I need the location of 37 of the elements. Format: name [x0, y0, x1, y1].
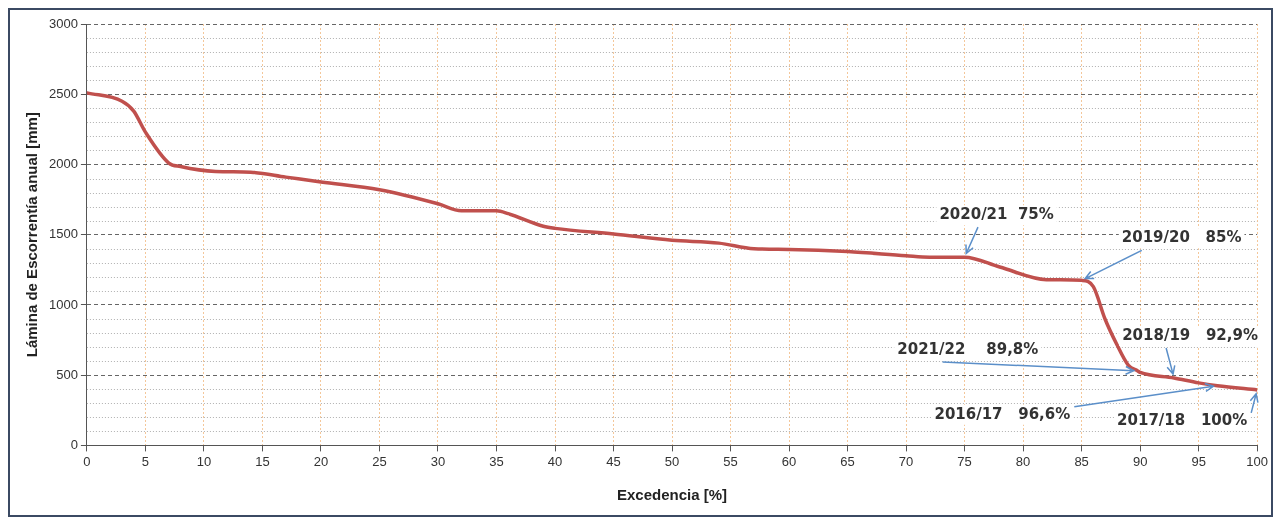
y-tick-label: 500 [56, 366, 78, 382]
y-tick-label: 1000 [49, 296, 78, 312]
y-tick-label: 1500 [49, 226, 78, 242]
y-axis-title: Lámina de Escorrentía anual [mm] [23, 112, 41, 358]
x-tick-label: 80 [1015, 453, 1031, 469]
x-tick-label: 85 [1074, 453, 1089, 469]
x-tick-label: 100 [1246, 453, 1269, 469]
x-tick-label: 45 [606, 453, 621, 469]
annotation: 2020/21 75% [939, 205, 1054, 224]
x-tick-label: 20 [313, 453, 329, 469]
x-tick-label: 75 [957, 453, 972, 469]
x-tick-label: 65 [840, 453, 855, 469]
annotation: 2019/20 85% [1121, 228, 1242, 247]
y-tick-label: 0 [70, 436, 78, 452]
line-series [86, 91, 1258, 392]
y-tick-label: 2000 [49, 156, 78, 172]
x-tick-label: 5 [141, 453, 150, 469]
x-tick-label: 15 [255, 453, 270, 469]
annotation: 2021/22 89,8% [897, 339, 1039, 358]
annotation: 2017/18 100% [1117, 410, 1248, 429]
x-tick-label: 50 [664, 453, 680, 469]
x-tick-label: 25 [372, 453, 387, 469]
x-tick-label: 10 [196, 453, 212, 469]
annotation: 2018/19 92,9% [1122, 325, 1258, 344]
x-tick-label: 0 [83, 453, 91, 469]
annotation: 2016/17 96,6% [934, 404, 1071, 423]
x-tick-label: 70 [898, 453, 914, 469]
x-tick-label: 35 [489, 453, 504, 469]
x-tick-label: 90 [1132, 453, 1148, 469]
x-tick-label: 60 [781, 453, 797, 469]
x-tick-label: 40 [547, 453, 563, 469]
x-tick-label: 30 [430, 453, 446, 469]
x-tick-label: 95 [1191, 453, 1206, 469]
y-tick-label: 3000 [49, 15, 78, 31]
y-tick-label: 2500 [49, 85, 78, 101]
x-axis-title: Excedencia [%] [617, 486, 728, 504]
x-tick-label: 55 [723, 453, 738, 469]
